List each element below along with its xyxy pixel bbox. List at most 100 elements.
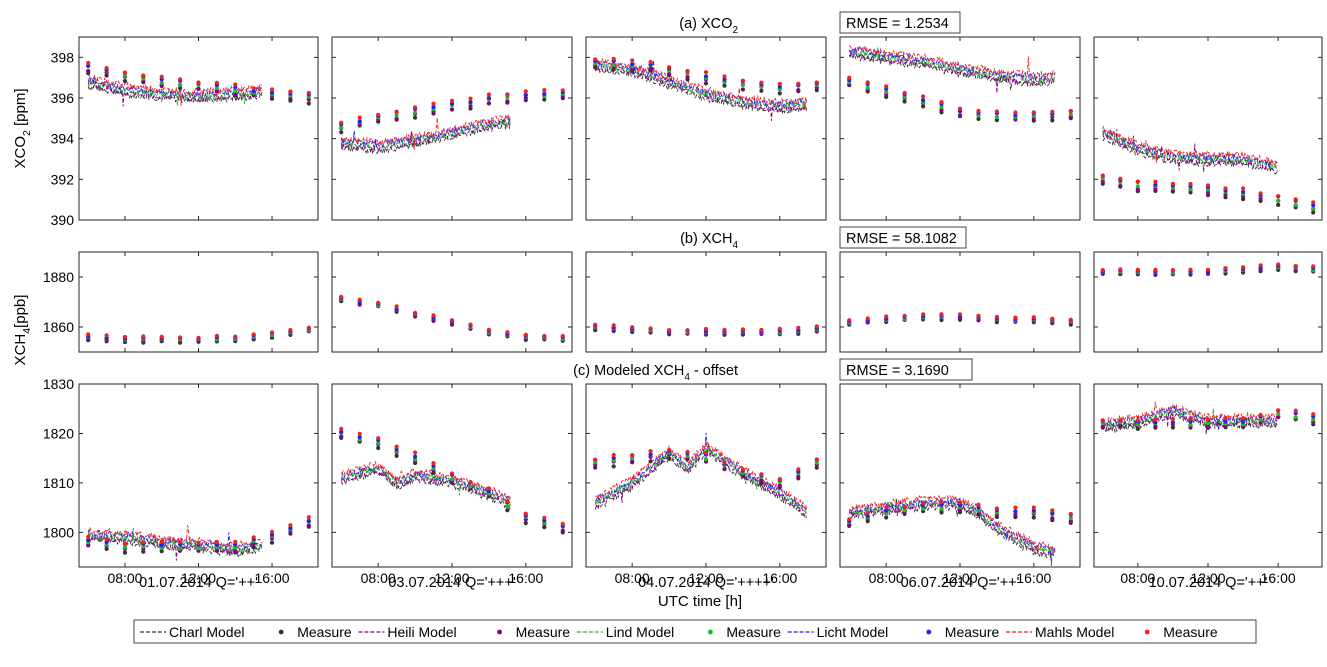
measure-point-mahls [759,472,764,477]
measure-point-lind [233,89,238,94]
y-tick-label: 390 [51,212,75,228]
y-tick-label: 398 [51,49,75,65]
measure-point-lind [1135,422,1140,427]
measure-point-mahls [1170,181,1175,186]
legend: Charl Model Measure Heili Model Measure Lind… [133,619,1257,644]
measure-point-mahls [814,457,819,462]
measure-point-mahls [976,313,981,318]
measure-point-mahls [902,504,907,509]
measure-point-charl [703,81,709,86]
axes-frame [331,251,573,353]
model-line-mahls [594,57,808,111]
measure-point-mahls [1118,418,1123,423]
measure-point-mahls [722,460,727,465]
measure-point-mahls [306,325,311,330]
measure-point-mahls [847,517,852,522]
model-line-mahls [87,525,263,550]
measure-point-lind [339,125,344,130]
axes-frame [585,36,827,221]
measure-point-charl [648,459,653,464]
measure-point-mahls [523,332,528,337]
measure-point-licht [630,62,635,67]
x-tick-label: 08:00 [107,570,142,586]
measure-point-mahls [394,110,399,115]
measure-point-heili [777,483,782,488]
measure-point-lind [939,506,944,511]
measure-point-lind [196,546,201,551]
measure-point-mahls [431,313,436,318]
x-tick-label: 08:00 [869,570,904,586]
day-label: 04.07.2014 Q='++++' [638,575,774,591]
panel-xco2-1: 390 392 394 396 398 [51,36,319,228]
measure-point-heili [1100,179,1105,184]
measure-point-mahls [1031,505,1036,510]
measure-point-heili [486,101,491,106]
measure-point-mahls [141,73,146,78]
measure-point-mahls [288,89,293,94]
measure-point-mahls [1100,268,1105,273]
measure-point-charl [1050,118,1055,123]
panel-xch4off-1: 08:00 12:00 16:00 1800 1810 1820 1830 01.07.201… [43,376,319,591]
measure-point-mahls [1223,186,1228,191]
measure-point-mahls [394,304,399,309]
y-tick-label: 392 [51,171,75,187]
measure-point-lind [1205,420,1211,426]
measure-point-mahls [449,318,455,323]
measure-point-licht [357,119,362,124]
measure-point-mahls [306,515,311,520]
measure-point-mahls [1258,412,1263,418]
measure-point-licht [431,105,436,110]
measure-point-licht [1013,509,1018,514]
measure-point-lind [178,546,183,551]
measure-point-mahls [667,328,672,333]
measure-point-mahls [685,328,690,333]
measure-point-licht [884,508,889,513]
model-line-heili [1102,409,1278,435]
rmse-box [839,358,973,381]
measure-point-mahls [560,521,565,527]
measure-point-heili [1100,424,1105,429]
legend-label: Mahls Model [1035,624,1114,640]
measure-point-charl [376,445,381,451]
measure-point-lind [1258,417,1263,422]
legend-entry-licht-measure: Measure [926,624,999,640]
measure-point-mahls [884,505,889,510]
y-axis-label-xco2: XCO2 [ppm] [12,88,33,168]
measure-point-mahls [703,326,709,332]
measure-point-charl [394,453,399,458]
x-tick-label: 12:00 [434,570,469,586]
measure-point-mahls [921,312,926,317]
y-tick-label: 1800 [43,524,74,540]
measure-point-charl [159,549,164,554]
panel-xco2-4 [839,36,1081,221]
measure-point-mahls [1188,181,1193,187]
measure-point-heili [1068,518,1073,524]
measure-point-lind [178,82,183,87]
y-tick-label: 1860 [43,319,74,335]
measure-point-licht [1188,419,1193,424]
legend-entry-licht-model: Licht Model [787,624,888,640]
model-line-lind [340,117,511,150]
measure-point-lind [921,506,926,511]
legend-entry-lind-measure: Measure [708,624,781,640]
y-tick-label: 1820 [43,425,74,441]
measure-point-mahls [269,330,275,335]
measure-point-mahls [796,81,801,86]
measure-point-heili [630,459,635,464]
measure-point-licht [648,452,653,457]
measure-point-mahls [505,330,510,335]
panels-layer: 390 392 394 396 398 1860 1880 08:00 12:00 16:00 18… [43,36,1323,591]
measure-point-mahls [976,108,981,113]
measure-point-charl [1031,515,1036,520]
legend-label: Measure [1163,624,1218,640]
measure-point-mahls [1311,412,1316,417]
measure-point-licht [468,99,473,105]
measure-point-mahls [796,467,801,472]
measure-point-mahls [468,322,473,327]
plot-area [847,44,1073,123]
day-label: 10.07.2014 Q='++' [1149,575,1268,591]
measure-point-licht [339,429,344,434]
measure-point-mahls [1241,186,1246,191]
model-line-lind [594,61,807,110]
